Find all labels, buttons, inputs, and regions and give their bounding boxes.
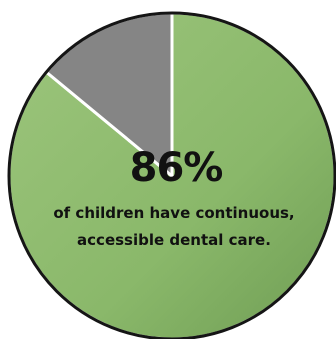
chart-caption-line-2: accessible dental care.	[77, 231, 271, 249]
chart-value-label: 86%	[130, 145, 223, 191]
chart-caption-line-1: of children have continuous,	[53, 204, 294, 222]
pie-outline	[7, 11, 336, 339]
